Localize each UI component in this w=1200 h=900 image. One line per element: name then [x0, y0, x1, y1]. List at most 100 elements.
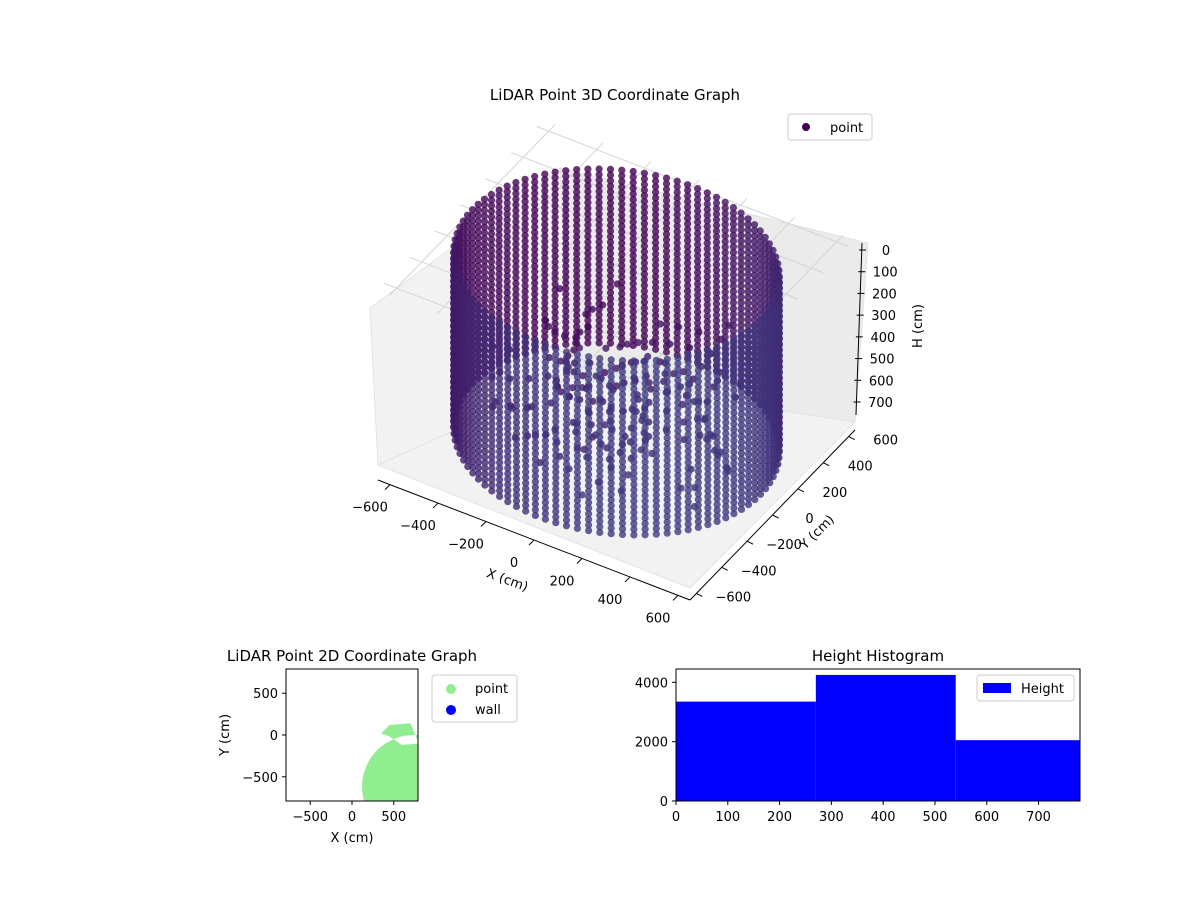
point-766 [694, 291, 702, 299]
point-3013 [652, 452, 660, 460]
point-1962 [488, 408, 496, 416]
point-1803 [474, 312, 483, 321]
point-2342 [756, 429, 765, 437]
point-2936 [641, 379, 649, 387]
point-887 [712, 238, 721, 246]
point-461 [495, 259, 503, 267]
point-2659 [722, 424, 730, 432]
point-1245 [750, 232, 759, 240]
point-707 [684, 332, 692, 340]
y-tick-label-0: −600 [715, 590, 751, 605]
point-2355 [541, 341, 550, 349]
point-680 [684, 181, 692, 189]
point-2624 [585, 420, 593, 428]
point-2644 [722, 340, 730, 348]
point-389 [503, 210, 511, 218]
point-408 [503, 317, 511, 325]
point-2671 [722, 491, 730, 499]
point-2324 [756, 328, 765, 336]
point-2764 [607, 490, 615, 498]
point-2650 [722, 373, 730, 382]
point-2629 [585, 448, 593, 456]
point-1034 [729, 310, 738, 318]
point-684 [684, 203, 692, 211]
point-3015 [652, 463, 660, 471]
point-81 [551, 263, 559, 272]
point-2795 [704, 476, 712, 484]
x-tick-label-3: 0 [510, 556, 518, 571]
point-2649 [722, 368, 730, 376]
point-144 [541, 260, 549, 268]
point-2554 [573, 384, 582, 392]
point-2563 [573, 435, 582, 443]
point-2809 [618, 385, 627, 393]
point-2039 [496, 453, 504, 461]
point-401 [503, 277, 511, 286]
point-1186 [744, 321, 752, 329]
point-253 [606, 328, 615, 336]
point-2368 [541, 414, 550, 422]
point-843 [582, 310, 590, 318]
point-846 [459, 217, 467, 225]
point-405 [503, 300, 511, 308]
point-599 [480, 296, 489, 304]
point-1394 [761, 233, 769, 241]
point-727 [468, 278, 477, 287]
point-1756 [469, 413, 477, 421]
legend-histogram: Height [976, 674, 1075, 702]
point-2723 [713, 428, 721, 436]
point-2655 [722, 402, 730, 410]
point-2156 [512, 329, 521, 337]
point-2349 [756, 468, 765, 476]
point-188 [595, 322, 603, 330]
point-1243 [750, 221, 759, 229]
point-2857 [694, 467, 702, 475]
point-2273 [761, 400, 770, 409]
legend-histogram-box [976, 674, 1075, 702]
point-2823 [618, 463, 627, 471]
point-87 [551, 297, 559, 305]
point-892 [712, 266, 721, 274]
point-340 [512, 291, 520, 299]
point-470 [495, 309, 503, 318]
point-2470 [744, 428, 753, 436]
point-2553 [573, 379, 582, 387]
point-170 [595, 221, 603, 229]
point-2832 [618, 514, 627, 522]
point-2284 [761, 462, 770, 470]
point-2693 [596, 450, 604, 458]
point-2647 [722, 357, 730, 365]
point-2858 [694, 473, 702, 481]
point-2186 [512, 497, 521, 505]
point-2304 [531, 422, 540, 430]
point-1277 [725, 321, 733, 329]
x-tick-label-hist-5: 500 [923, 810, 948, 825]
point-2224 [522, 339, 530, 347]
point-3008 [652, 424, 660, 432]
point-1753 [469, 396, 477, 404]
x-tick-label-6: 600 [646, 611, 671, 626]
y-tick-label-hist-2: 4000 [635, 676, 668, 691]
point-31 [562, 340, 570, 349]
point-2538 [737, 455, 746, 463]
point-182 [595, 288, 603, 296]
point-522 [487, 230, 496, 238]
point-2684 [596, 399, 604, 407]
point-2167 [512, 390, 521, 398]
point-2594 [730, 414, 738, 422]
point-2254 [522, 507, 530, 515]
point-2482 [744, 495, 753, 503]
point-2753 [607, 429, 615, 437]
point-134 [541, 204, 549, 212]
point-421 [640, 197, 649, 205]
point-2305 [531, 427, 540, 435]
point-303 [618, 250, 626, 258]
point-1964 [488, 420, 496, 428]
point-642 [673, 340, 681, 348]
point-2407 [751, 428, 759, 436]
point-379 [629, 319, 637, 327]
point-2170 [512, 407, 521, 415]
point-189 [595, 328, 603, 336]
point-2271 [761, 389, 770, 397]
point-397 [503, 255, 511, 263]
